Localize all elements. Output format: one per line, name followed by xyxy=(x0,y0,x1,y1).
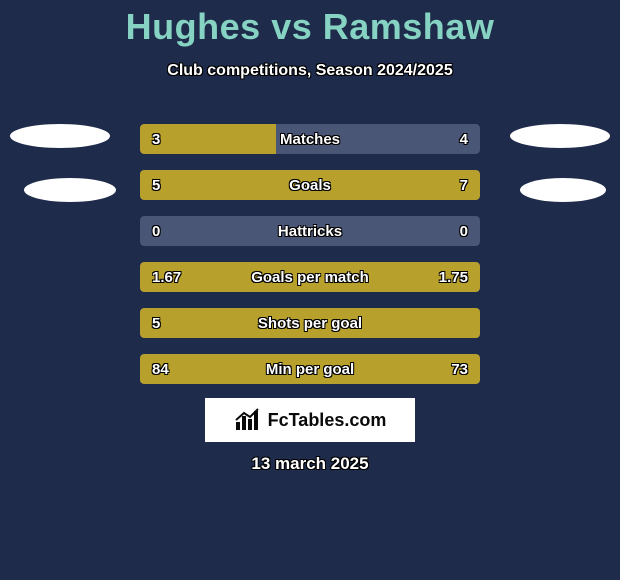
vs-text: vs xyxy=(271,6,312,47)
decor-ellipse xyxy=(510,124,610,148)
stat-row-right-value: 7 xyxy=(460,170,468,200)
fctables-logo: FcTables.com xyxy=(205,398,415,442)
bar-chart-icon xyxy=(234,408,262,432)
stat-row-label: Min per goal xyxy=(140,354,480,384)
stat-row-left-value: 0 xyxy=(152,216,160,246)
decor-ellipse xyxy=(520,178,606,202)
subtitle: Club competitions, Season 2024/2025 xyxy=(0,62,620,80)
stat-row-label: Matches xyxy=(140,124,480,154)
stat-row-right-value: 4 xyxy=(460,124,468,154)
stat-row-right-value: 1.75 xyxy=(439,262,468,292)
stat-row-label: Goals xyxy=(140,170,480,200)
stat-row: Goals5 7 xyxy=(140,170,480,200)
decor-ellipse xyxy=(10,124,110,148)
date-text: 13 march 2025 xyxy=(0,454,620,474)
player-left-name: Hughes xyxy=(126,6,261,47)
stat-row-left-value: 3 xyxy=(152,124,160,154)
stat-row-left-value: 1.67 xyxy=(152,262,181,292)
stat-row: Matches3 4 xyxy=(140,124,480,154)
stat-row-left-value: 84 xyxy=(152,354,169,384)
comparison-canvas: Hughes vs Ramshaw Club competitions, Sea… xyxy=(0,0,620,580)
stat-row: Shots per goal5 xyxy=(140,308,480,338)
logo-text: FcTables.com xyxy=(268,410,387,431)
player-right-name: Ramshaw xyxy=(323,6,495,47)
title: Hughes vs Ramshaw xyxy=(0,6,620,48)
stat-row: Goals per match1.67 1.75 xyxy=(140,262,480,292)
stat-row-label: Shots per goal xyxy=(140,308,480,338)
stat-row: Min per goal84 73 xyxy=(140,354,480,384)
decor-ellipse xyxy=(24,178,116,202)
stat-row-right-value: 73 xyxy=(451,354,468,384)
stat-row: Hattricks0 0 xyxy=(140,216,480,246)
stat-rows: Matches34Goals57Hattricks00Goals per mat… xyxy=(140,124,480,400)
stat-row-label: Hattricks xyxy=(140,216,480,246)
stat-row-right-value: 0 xyxy=(460,216,468,246)
stat-row-left-value: 5 xyxy=(152,308,160,338)
stat-row-label: Goals per match xyxy=(140,262,480,292)
stat-row-left-value: 5 xyxy=(152,170,160,200)
